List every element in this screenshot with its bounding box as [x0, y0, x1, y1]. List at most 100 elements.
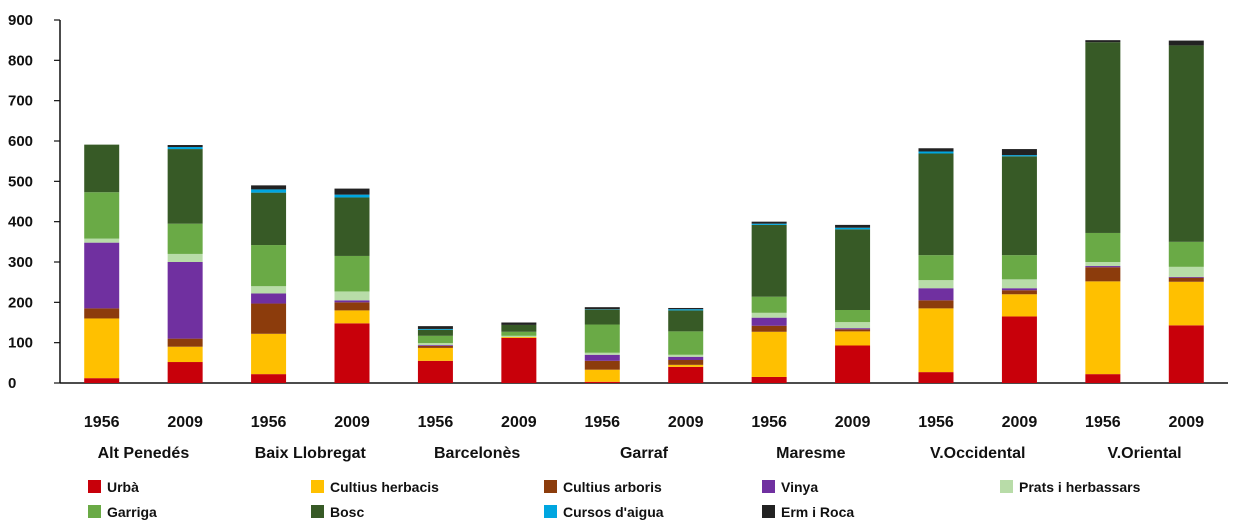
bar-segment — [251, 192, 287, 246]
bar-segment — [668, 360, 704, 365]
bar-segment — [1168, 45, 1204, 242]
legend-item: Cultius arboris — [544, 479, 662, 495]
bar-segment — [251, 185, 287, 190]
y-tick-label: 600 — [8, 133, 33, 150]
bar-segment — [918, 308, 954, 373]
bar-segment — [668, 310, 704, 332]
x-tick-label: 2009 — [1168, 414, 1204, 431]
x-tick-label: 2009 — [501, 414, 537, 431]
bar-segment — [167, 223, 203, 254]
bar-segment — [1085, 266, 1121, 268]
legend-label: Erm i Roca — [781, 504, 854, 520]
bar-stack — [751, 221, 787, 383]
bar-stack — [1085, 40, 1121, 383]
bar-segment — [584, 309, 620, 325]
x-tick-label: 1956 — [751, 414, 787, 431]
bar-segment — [417, 345, 453, 348]
bar-segment — [251, 333, 287, 375]
bar-segment — [835, 227, 871, 230]
bar-segment — [1001, 155, 1037, 157]
bar-segment — [1085, 267, 1121, 282]
legend-label: Bosc — [330, 504, 364, 520]
bar-segment — [1085, 262, 1121, 267]
bar-segment — [84, 238, 120, 243]
bar-segment — [1085, 232, 1121, 262]
bar-segment — [1168, 266, 1204, 277]
legend-item: Erm i Roca — [762, 504, 854, 520]
bar-segment — [1001, 149, 1037, 156]
bar-segment — [417, 345, 453, 346]
bar-segment — [84, 318, 120, 379]
bar-segment — [668, 307, 704, 310]
bar-segment — [918, 255, 954, 281]
bar-segment — [751, 296, 787, 313]
bar-segment — [1085, 374, 1121, 383]
group-label: Maresme — [776, 445, 845, 462]
bar-segment — [751, 331, 787, 377]
bar-segment — [251, 374, 287, 383]
x-tick-label: 1956 — [584, 414, 620, 431]
bar-segment — [668, 309, 704, 311]
x-tick-label: 2009 — [668, 414, 704, 431]
bar-segment — [835, 345, 871, 383]
bar-segment — [584, 360, 620, 370]
y-tick-label: 200 — [8, 294, 33, 311]
y-tick-label: 0 — [8, 375, 16, 392]
bar-segment — [835, 322, 871, 329]
bar-segment — [668, 366, 704, 383]
bar-segment — [1001, 294, 1037, 317]
bar-segment — [334, 255, 370, 292]
bar-segment — [1085, 281, 1121, 375]
bar-segment — [84, 144, 120, 193]
bar-stack — [668, 307, 704, 383]
bar-stack — [501, 322, 537, 383]
bar-segment — [1168, 276, 1204, 278]
bar-segment — [1085, 42, 1121, 233]
legend-swatch — [762, 480, 775, 493]
y-tick-label: 100 — [8, 335, 33, 352]
bar-segment — [501, 337, 537, 383]
bar-segment — [167, 346, 203, 363]
bar-segment — [751, 312, 787, 318]
y-tick-label: 900 — [8, 12, 33, 29]
bar-segment — [835, 229, 871, 310]
bar-stack — [1001, 149, 1037, 383]
bar-segment — [501, 322, 537, 325]
bar-segment — [501, 331, 537, 336]
bar-segment — [84, 242, 120, 309]
bar-segment — [1001, 279, 1037, 289]
bar-segment — [1168, 277, 1204, 282]
bar-segment — [167, 145, 203, 148]
y-tick-label: 800 — [8, 52, 33, 69]
legend-swatch — [762, 505, 775, 518]
bar-segment — [835, 224, 871, 228]
bar-stack — [334, 188, 370, 383]
legend-swatch — [1000, 480, 1013, 493]
bar-segment — [918, 288, 954, 301]
bar-segment — [84, 308, 120, 319]
bar-stack — [584, 307, 620, 383]
bar-segment — [1168, 281, 1204, 326]
legend-label: Garriga — [107, 504, 157, 520]
bar-segment — [584, 307, 620, 310]
bar-segment — [1001, 290, 1037, 295]
bar-segment — [1001, 156, 1037, 256]
group-label: Baix Llobregat — [255, 445, 367, 462]
bar-segment — [417, 347, 453, 361]
legend-swatch — [544, 480, 557, 493]
bar-segment — [334, 291, 370, 301]
bar-segment — [417, 360, 453, 383]
x-tick-label: 1956 — [1085, 414, 1121, 431]
bar-stack — [918, 148, 954, 383]
bar-segment — [584, 354, 620, 361]
bar-segment — [417, 326, 453, 329]
bar-segment — [167, 147, 203, 150]
bar-segment — [334, 323, 370, 383]
bar-segment — [501, 335, 537, 338]
bar-segment — [751, 325, 787, 332]
y-tick-label: 500 — [8, 173, 33, 190]
legend-label: Cultius arboris — [563, 479, 662, 495]
bar-segment — [668, 354, 704, 357]
x-tick-label: 1956 — [918, 414, 954, 431]
y-tick-label: 700 — [8, 93, 33, 110]
